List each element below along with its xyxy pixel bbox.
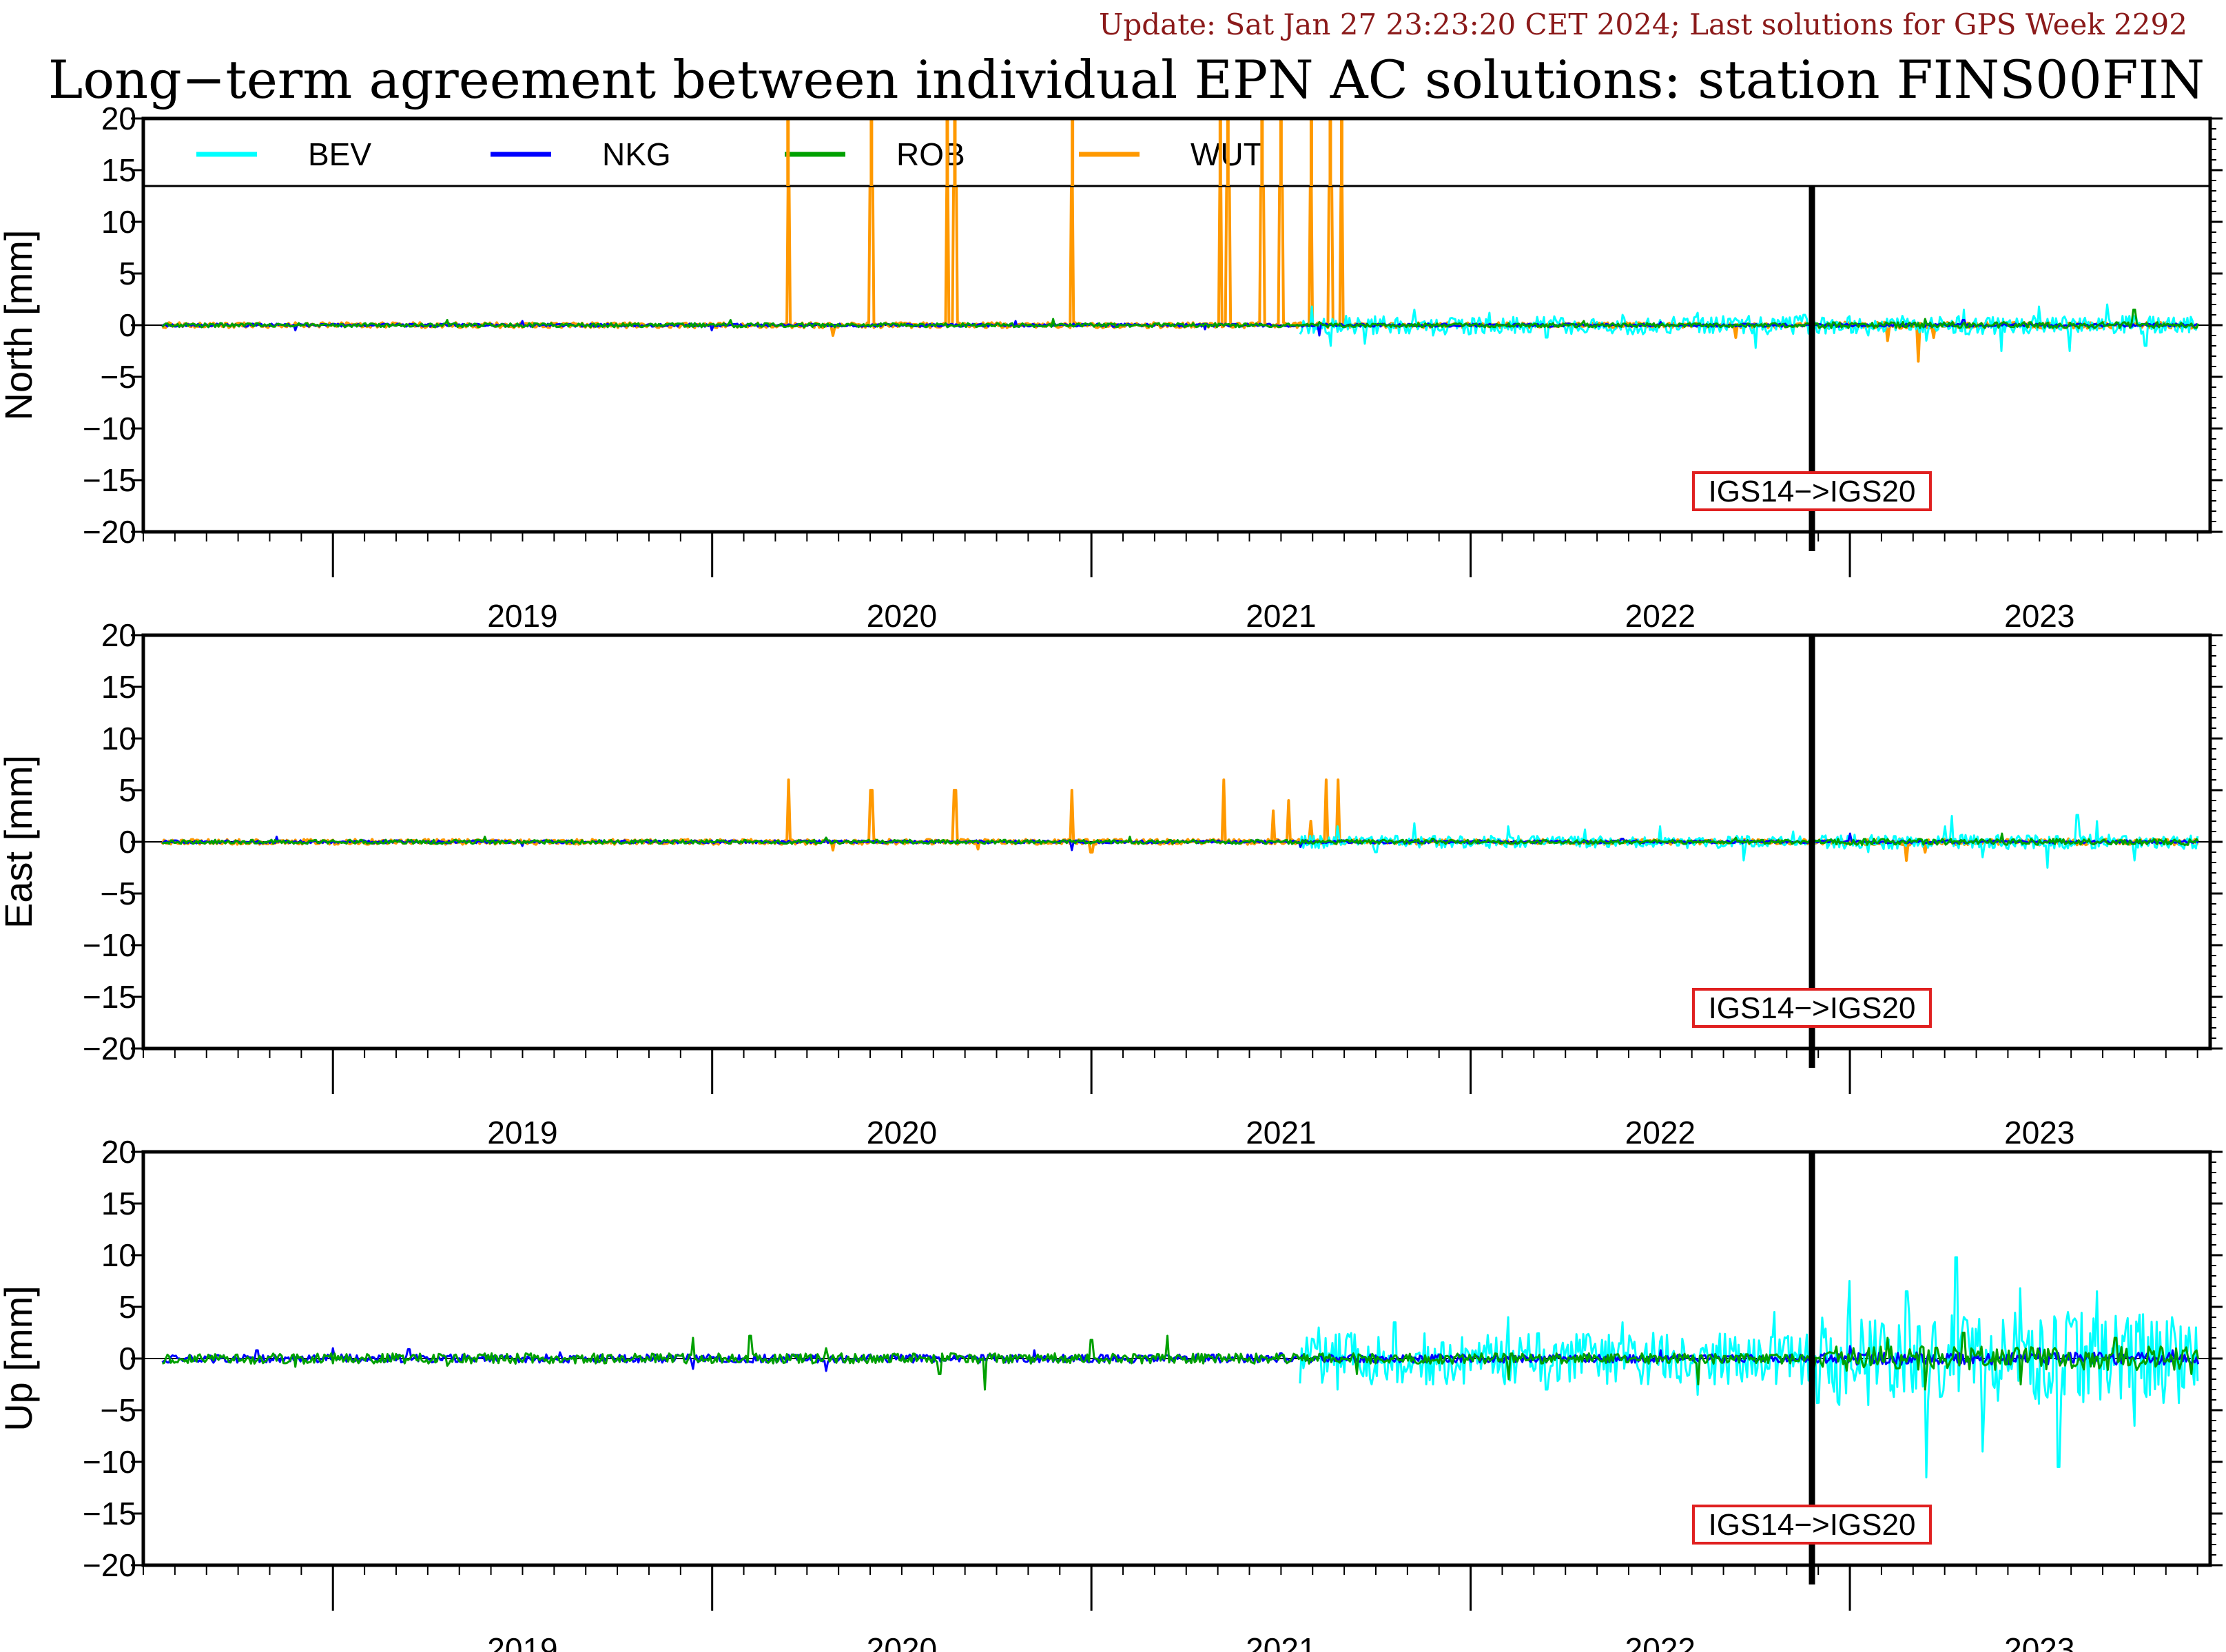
y-tick-label: 15: [101, 152, 136, 188]
y-tick-label: 10: [101, 1237, 136, 1273]
frame-change-label: IGS14−>IGS20: [1709, 1508, 1916, 1542]
series-line-rob: [161, 832, 2199, 846]
panel-frame: [141, 116, 2212, 534]
x-year-label: 2019: [487, 598, 557, 634]
series-line-bev: [1299, 814, 2199, 869]
y-tick-label: 20: [101, 1134, 136, 1170]
frame-change-label: IGS14−>IGS20: [1709, 475, 1916, 508]
x-year-label: 2023: [2004, 1631, 2074, 1652]
frame-change-box: [1692, 1505, 1933, 1545]
x-year-label: 2023: [2004, 1115, 2074, 1150]
y-tick-label: 15: [101, 669, 136, 705]
x-year-label: 2020: [867, 1115, 937, 1150]
y-tick-label: −10: [83, 411, 136, 446]
series-line-rob: [162, 1332, 2200, 1391]
x-year-label: 2022: [1625, 598, 1696, 634]
y-tick-label: −5: [101, 1392, 136, 1428]
y-tick-label: −5: [101, 359, 136, 395]
y-tick-label: 20: [101, 617, 136, 653]
legend-label-nkg: NKG: [602, 136, 671, 172]
y-axis-label: Up [mm]: [0, 1286, 40, 1432]
x-year-label: 2019: [487, 1115, 557, 1150]
y-tick-label: 15: [101, 1186, 136, 1221]
update-text: Update: Sat Jan 27 23:23:20 CET 2024; La…: [1099, 8, 2187, 41]
x-year-label: 2021: [1246, 1631, 1316, 1652]
panel-frame: [141, 1150, 2212, 1567]
y-tick-label: −5: [101, 876, 136, 911]
y-tick-label: 10: [101, 204, 136, 240]
legend-label-bev: BEV: [308, 136, 371, 172]
y-tick-label: −20: [83, 1547, 136, 1583]
y-tick-label: 10: [101, 721, 136, 756]
frame-change-label: IGS14−>IGS20: [1709, 991, 1916, 1025]
x-year-label: 2022: [1625, 1631, 1696, 1652]
x-year-label: 2023: [2004, 598, 2074, 634]
series-line-bev: [1299, 1256, 2199, 1478]
chart-title: Long−term agreement between individual E…: [48, 49, 2205, 110]
x-year-label: 2019: [487, 1631, 557, 1652]
x-year-label: 2021: [1246, 598, 1316, 634]
legend-background: [143, 118, 2210, 186]
series-line-rob: [161, 309, 2200, 329]
frame-change-box: [1692, 988, 1933, 1028]
x-year-label: 2020: [867, 1631, 937, 1652]
x-year-label: 2021: [1246, 1115, 1316, 1150]
panel-frame: [141, 633, 2212, 1051]
y-tick-label: −20: [83, 514, 136, 550]
y-axis-label: North [mm]: [0, 230, 40, 421]
y-axis-label: East [mm]: [0, 755, 40, 929]
y-tick-label: 20: [101, 101, 136, 136]
y-tick-label: −15: [83, 979, 136, 1015]
y-tick-label: −20: [83, 1031, 136, 1066]
y-tick-label: −15: [83, 1496, 136, 1531]
x-year-label: 2020: [867, 598, 937, 634]
y-tick-label: −10: [83, 927, 136, 963]
frame-change-box: [1692, 471, 1933, 511]
y-tick-label: −10: [83, 1444, 136, 1480]
x-year-label: 2022: [1625, 1115, 1696, 1150]
y-tick-label: −15: [83, 462, 136, 498]
